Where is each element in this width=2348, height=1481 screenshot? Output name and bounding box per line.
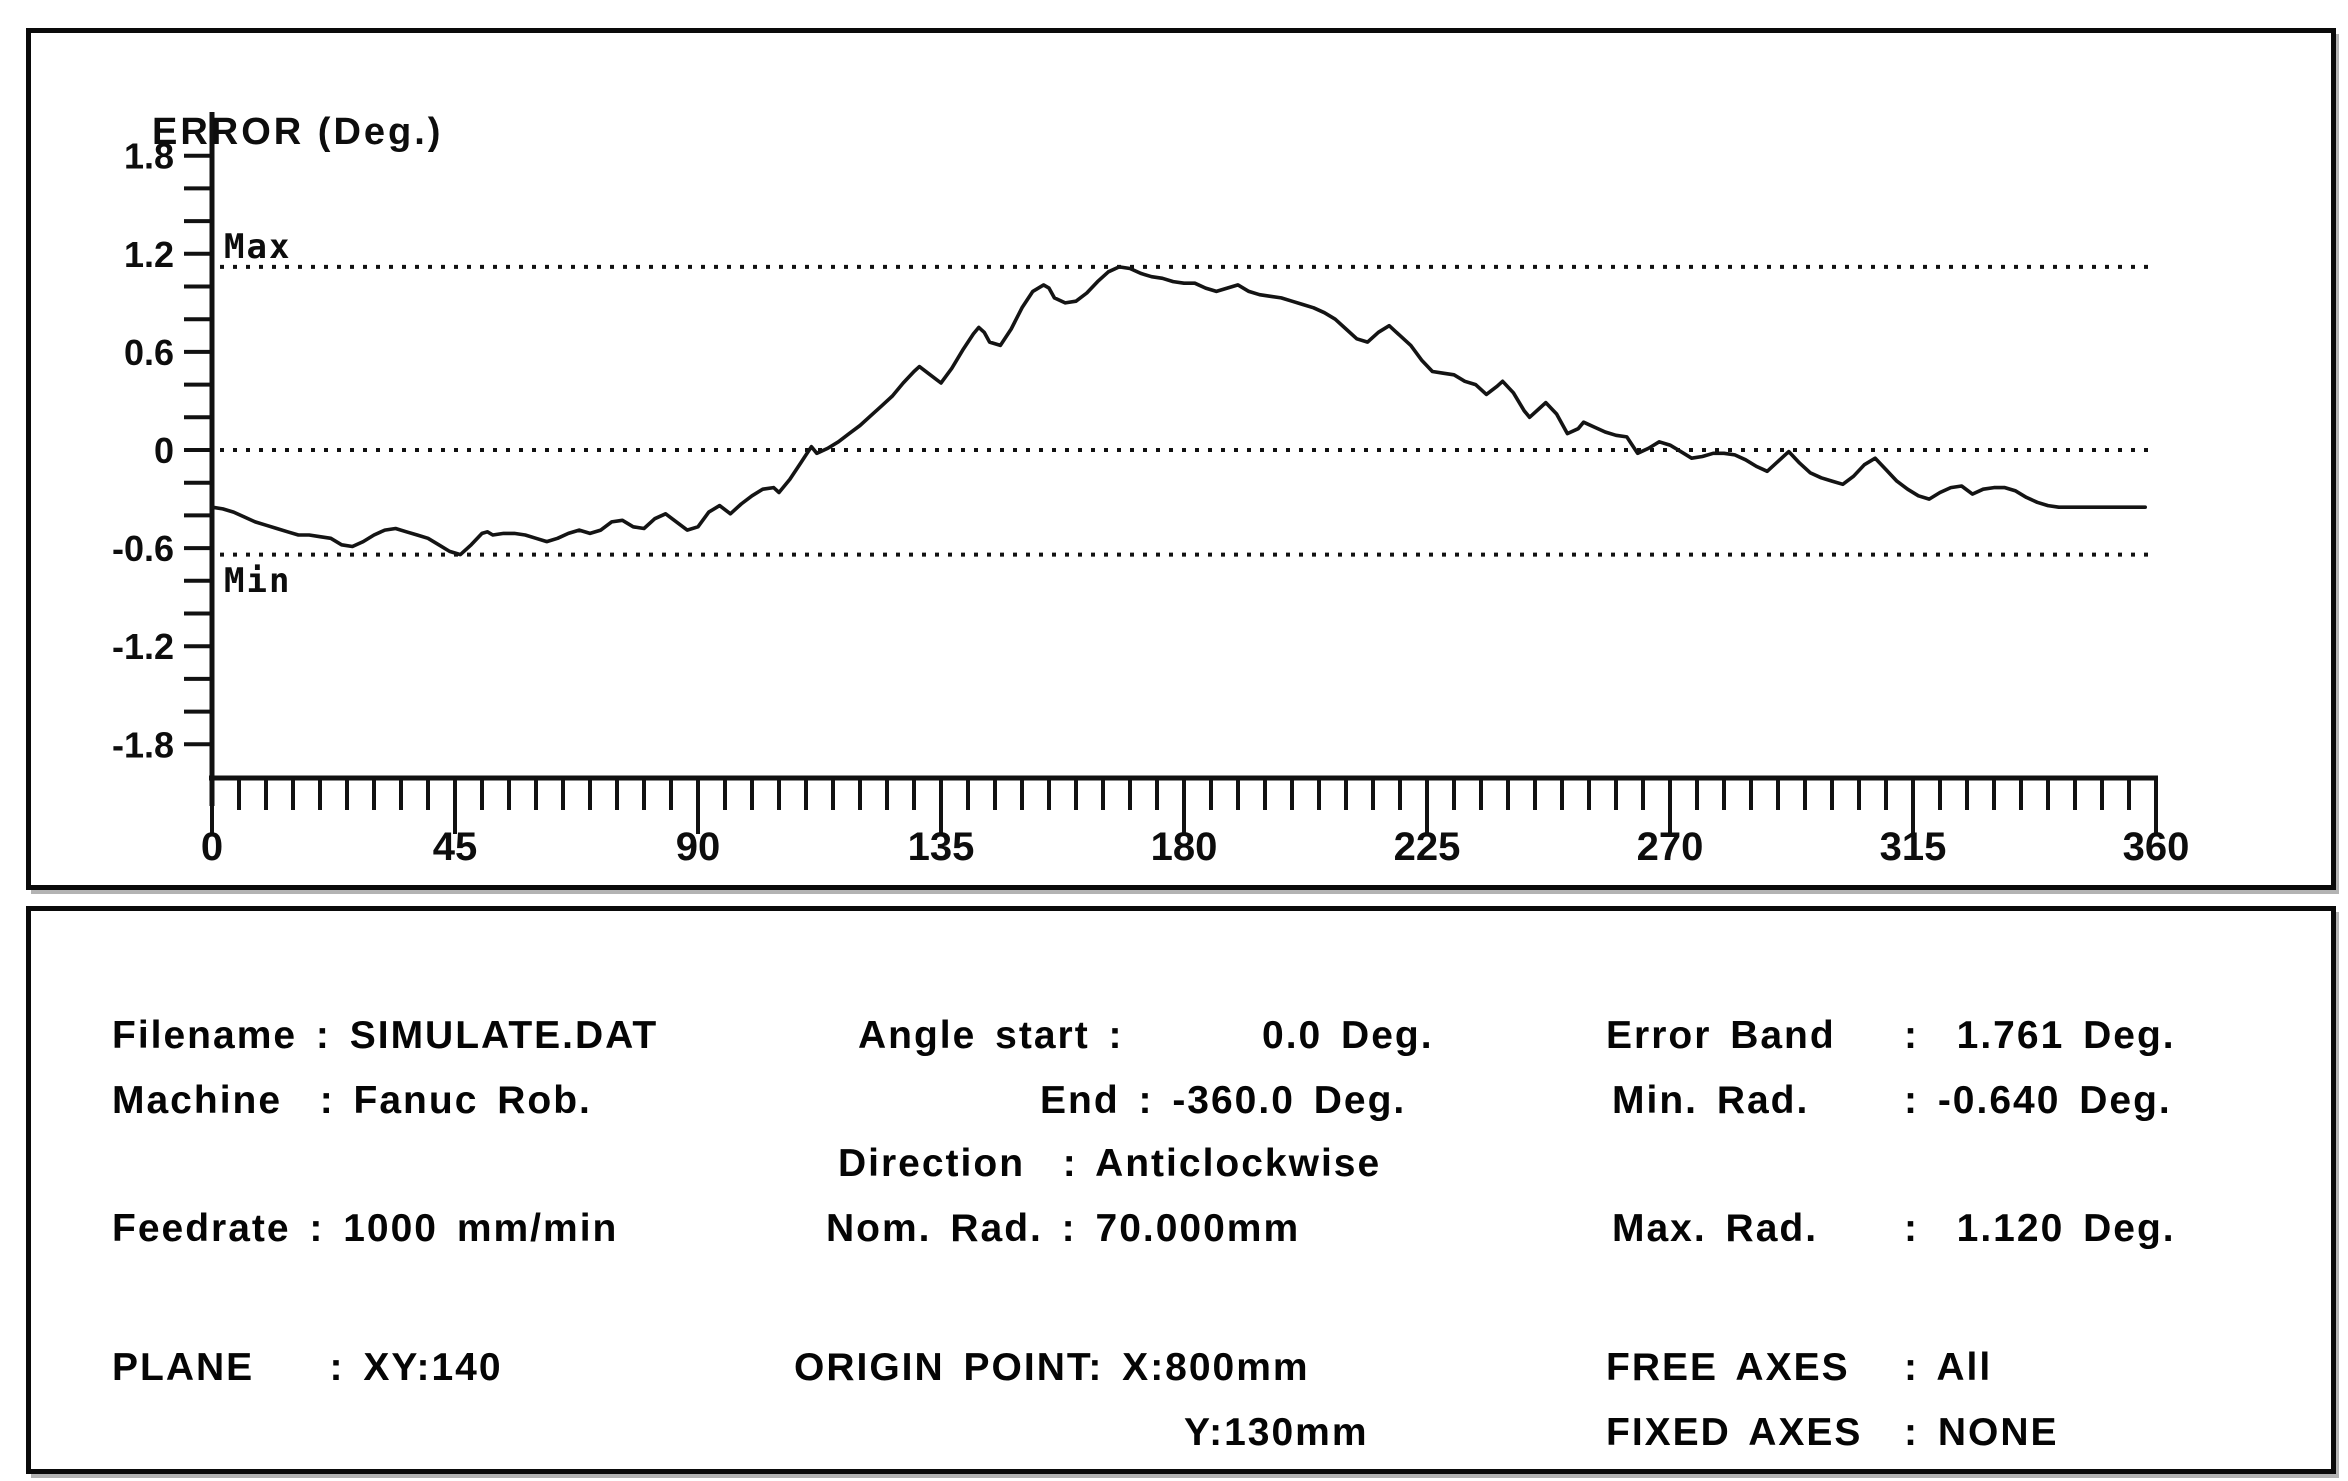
info-plane: PLANE : XY:140 <box>112 1346 503 1389</box>
info-max-rad-value: : 1.120 Deg. <box>1904 1207 2176 1250</box>
info-filename: Filename : SIMULATE.DAT <box>112 1014 659 1057</box>
info-panel: Filename : SIMULATE.DAT Machine : Fanuc R… <box>26 906 2336 1474</box>
info-feedrate: Feedrate : 1000 mm/min <box>112 1207 619 1250</box>
info-nominal-radius: Nom. Rad. : 70.000mm <box>826 1207 1301 1250</box>
info-fixed-axes-value: : NONE <box>1904 1411 2059 1454</box>
info-angle-start-label: Angle start : <box>858 1014 1124 1057</box>
info-angle-end: End : -360.0 Deg. <box>1040 1079 1407 1122</box>
info-origin-point-x: ORIGIN POINT: X:800mm <box>794 1346 1310 1389</box>
info-angle-start-value: 0.0 Deg. <box>1262 1014 1434 1057</box>
info-machine: Machine : Fanuc Rob. <box>112 1079 592 1122</box>
info-error-band-value: : 1.761 Deg. <box>1904 1014 2176 1057</box>
info-fixed-axes-label: FIXED AXES <box>1606 1411 1863 1454</box>
info-max-rad-label: Max. Rad. <box>1612 1207 1819 1250</box>
info-min-rad-value: : -0.640 Deg. <box>1904 1079 2172 1122</box>
info-error-band-label: Error Band <box>1606 1014 1836 1057</box>
info-direction: Direction : Anticlockwise <box>838 1142 1382 1185</box>
info-free-axes-value: : All <box>1904 1346 1993 1389</box>
info-free-axes-label: FREE AXES <box>1606 1346 1850 1389</box>
info-min-rad-label: Min. Rad. <box>1612 1079 1810 1122</box>
info-origin-point-y: Y:130mm <box>1184 1411 1369 1454</box>
chart-panel <box>26 28 2336 890</box>
